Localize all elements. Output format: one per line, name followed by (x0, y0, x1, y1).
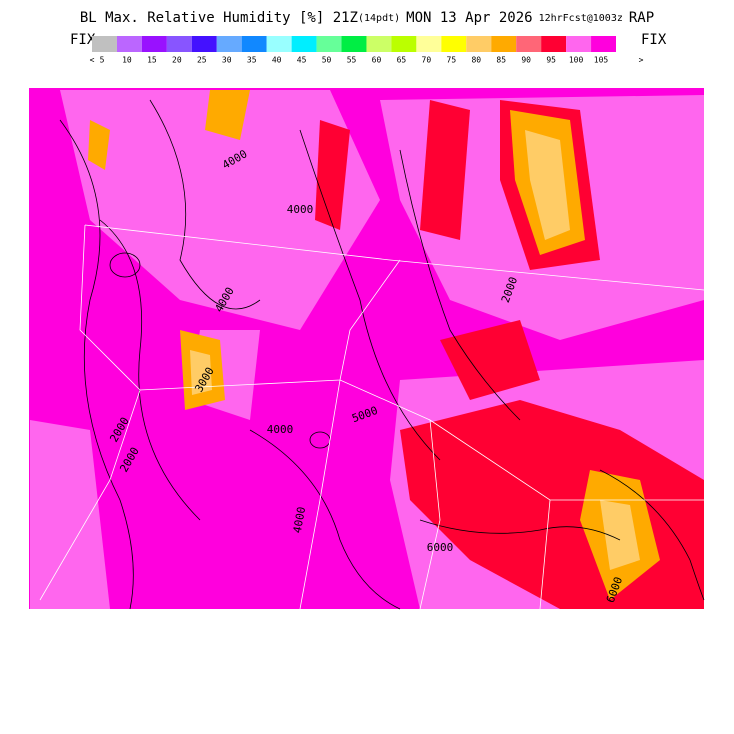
color-box (416, 36, 442, 52)
color-label: 55 (347, 56, 357, 65)
color-box (316, 36, 342, 52)
color-box (391, 36, 417, 52)
color-label: 100 (569, 56, 584, 65)
color-label: 65 (397, 56, 407, 65)
color-label: > (639, 56, 644, 65)
color-box (291, 36, 317, 52)
color-box (516, 36, 542, 52)
color-label: 75 (447, 56, 457, 65)
title: BL Max. Relative Humidity [%] 21Z(14pdt)… (80, 10, 654, 26)
color-box (491, 36, 517, 52)
color-box (191, 36, 217, 52)
color-label: 95 (546, 56, 556, 65)
color-box (166, 36, 192, 52)
contour-label: 4000 (267, 423, 294, 436)
color-label: < (90, 56, 95, 65)
color-label: 15 (147, 56, 157, 65)
color-box (216, 36, 242, 52)
field-75 (190, 130, 640, 570)
title-part: MON 13 Apr 2026 (406, 10, 532, 26)
color-label: 105 (594, 56, 609, 65)
color-bar: <5 10 15 20 25 30 35 40 45 50 55 60 65 70 75 80 85 90 95 10… (90, 36, 644, 65)
title-part: 12hrFcst@1003z (539, 13, 623, 24)
color-label: 5 (100, 56, 105, 65)
color-box (541, 36, 567, 52)
color-label: 35 (247, 56, 257, 65)
title-part: (14pdt) (358, 13, 400, 24)
color-label: 85 (496, 56, 506, 65)
color-box (366, 36, 392, 52)
color-box (241, 36, 267, 52)
color-box (92, 36, 117, 52)
title-part: BL Max. Relative Humidity [%] 21Z (80, 10, 358, 26)
color-box (141, 36, 167, 52)
fix-left: FIX (70, 32, 96, 48)
color-box (116, 36, 142, 52)
color-box (341, 36, 367, 52)
title-part: RAP (629, 10, 654, 26)
color-label: 45 (297, 56, 307, 65)
color-label: 25 (197, 56, 207, 65)
contour-label: 4000 (287, 203, 314, 216)
color-box (466, 36, 492, 52)
color-box (591, 36, 616, 52)
color-label: 30 (222, 56, 232, 65)
color-label: 90 (521, 56, 531, 65)
color-label: 10 (122, 56, 132, 65)
color-label: 40 (272, 56, 282, 65)
color-label: 50 (322, 56, 332, 65)
contour-label: 4000 (291, 506, 308, 534)
color-box (266, 36, 292, 52)
contour-label: 6000 (427, 541, 454, 554)
color-box (441, 36, 467, 52)
color-label: 20 (172, 56, 182, 65)
fix-right: FIX (641, 32, 667, 48)
color-box (566, 36, 592, 52)
contours (59, 99, 705, 610)
borders (39, 224, 705, 610)
map: 4000400020002000400040003000500060006000… (29, 88, 705, 610)
color-label: 80 (471, 56, 481, 65)
color-label: 60 (372, 56, 382, 65)
color-label: 70 (422, 56, 432, 65)
